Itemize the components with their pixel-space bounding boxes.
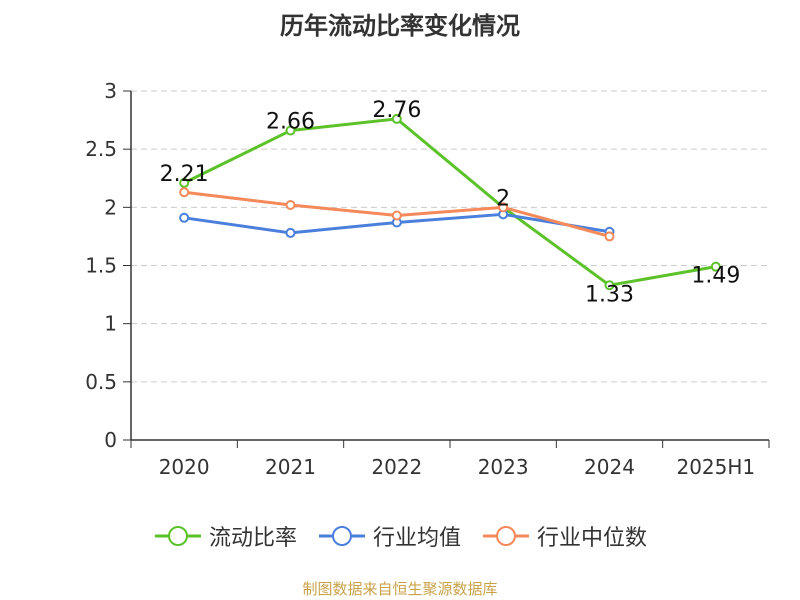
y-tick-label: 1 <box>104 312 117 336</box>
data-point <box>285 125 296 136</box>
data-point <box>604 280 615 291</box>
series-lines <box>179 113 721 291</box>
y-tick-label: 0 <box>104 428 117 452</box>
data-label: 1.49 <box>691 264 740 289</box>
data-label: 1.33 <box>585 282 634 307</box>
data-point <box>604 231 615 242</box>
legend-swatch <box>318 526 365 546</box>
data-label: 2.76 <box>372 98 421 123</box>
legend-item[interactable]: 流动比率 <box>153 520 297 552</box>
legend-label: 行业均值 <box>372 526 461 551</box>
x-tick-label: 2022 <box>371 455 422 479</box>
data-point <box>179 212 190 223</box>
legend-item[interactable]: 行业均值 <box>317 520 461 552</box>
data-point <box>179 187 190 198</box>
y-tick-label: 1.5 <box>85 254 117 278</box>
legend-swatch <box>154 526 201 546</box>
legend: 流动比率 行业均值 行业中位数 <box>0 520 800 552</box>
source-note: 制图数据来自恒生聚源数据库 <box>302 580 498 598</box>
y-tick-label: 2 <box>104 195 117 219</box>
chart-title: 历年流动比率变化情况 <box>280 12 520 40</box>
data-point <box>285 227 296 238</box>
x-tick-label: 2020 <box>159 455 210 479</box>
grid-lines <box>131 90 769 383</box>
data-point <box>391 210 402 221</box>
y-tick-label: 0.5 <box>85 370 117 394</box>
legend-label: 流动比率 <box>208 526 297 551</box>
data-label: 2.21 <box>160 162 209 187</box>
data-labels: 2.21 2.66 2.76 2 1.33 1.49 <box>160 98 741 307</box>
data-point <box>391 113 402 124</box>
x-tick-label: 2021 <box>265 455 316 479</box>
legend-swatch <box>483 526 529 546</box>
legend-label: 行业中位数 <box>537 526 648 551</box>
data-label: 2 <box>496 186 510 211</box>
legend-item[interactable]: 行业中位数 <box>481 520 647 552</box>
y-tick-label: 3 <box>104 79 117 103</box>
data-point <box>179 177 190 188</box>
x-tick-label: 2025H1 <box>676 455 755 479</box>
data-point <box>285 200 296 211</box>
x-tick-label: 2024 <box>584 455 635 479</box>
data-point <box>498 202 509 213</box>
series-line <box>183 117 717 287</box>
axes: 0 0.5 1 1.5 2 2.5 3 2020 2021 2022 2023 2024 2025H1 <box>85 79 770 479</box>
data-point <box>710 261 721 272</box>
y-tick-label: 2.5 <box>85 137 117 161</box>
data-label: 2.66 <box>266 110 315 135</box>
x-tick-label: 2023 <box>478 455 529 479</box>
